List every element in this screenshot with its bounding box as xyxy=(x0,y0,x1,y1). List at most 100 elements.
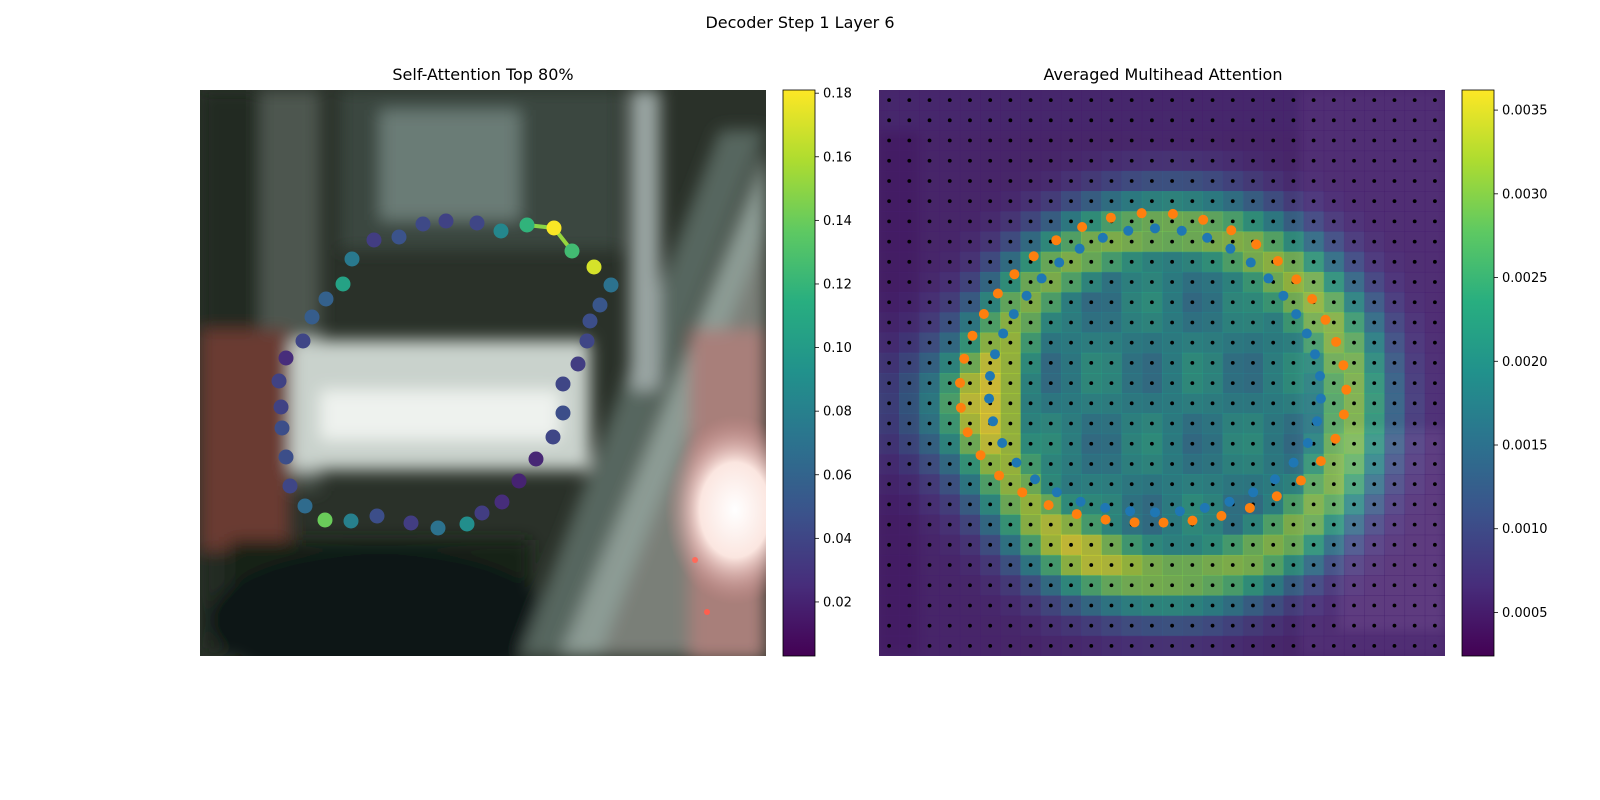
grid-dot xyxy=(1271,138,1276,143)
grid-dot xyxy=(1271,118,1276,123)
grid-dot xyxy=(1392,340,1397,345)
grid-dot xyxy=(1048,482,1053,487)
grid-dot xyxy=(1412,219,1417,224)
grid-dot xyxy=(1210,482,1215,487)
grid-dot xyxy=(1230,320,1235,325)
grid-dot xyxy=(1291,522,1296,527)
contour-point-orange xyxy=(975,450,986,461)
grid-dot xyxy=(1190,118,1195,123)
grid-dot xyxy=(1008,340,1013,345)
colorbar-tick-label: 0.06 xyxy=(823,468,852,483)
grid-dot xyxy=(1432,401,1437,406)
grid-dot xyxy=(1170,542,1175,547)
grid-dot xyxy=(1190,239,1195,244)
grid-dot xyxy=(1291,199,1296,204)
contour-point-blue xyxy=(987,416,998,427)
grid-dot xyxy=(1331,239,1336,244)
colorbar-tick-label: 0.10 xyxy=(823,341,852,356)
grid-dot xyxy=(1311,340,1316,345)
attention-point xyxy=(592,297,608,313)
grid-dot xyxy=(947,623,952,628)
grid-dot xyxy=(968,421,972,426)
grid-dot xyxy=(1028,401,1033,406)
contour-point-blue xyxy=(1030,474,1041,485)
grid-dot xyxy=(1372,118,1377,123)
grid-dot xyxy=(1069,563,1073,567)
grid-dot xyxy=(1392,421,1397,426)
grid-dot xyxy=(1210,280,1215,284)
grid-dot xyxy=(887,381,892,386)
grid-dot xyxy=(1230,522,1235,527)
grid-dot xyxy=(927,583,932,588)
grid-dot xyxy=(947,98,952,103)
grid-dot xyxy=(1028,603,1033,608)
grid-dot xyxy=(1069,623,1073,628)
grid-dot xyxy=(1069,98,1073,103)
grid-dot xyxy=(927,441,932,446)
grid-dot xyxy=(1210,542,1215,547)
grid-dot xyxy=(1291,401,1296,406)
grid-dot xyxy=(1210,219,1215,224)
attention-point xyxy=(586,259,602,275)
grid-dot xyxy=(1069,199,1073,204)
contour-point-orange xyxy=(1167,208,1178,219)
grid-dot xyxy=(1008,360,1013,365)
grid-dot xyxy=(1190,199,1195,204)
contour-point-orange xyxy=(1009,269,1020,280)
grid-dot xyxy=(1230,239,1235,244)
grid-dot xyxy=(907,118,912,123)
grid-dot xyxy=(887,441,892,446)
grid-dot xyxy=(1372,441,1377,446)
grid-dot xyxy=(1291,502,1296,507)
contour-point-blue xyxy=(1245,257,1256,268)
grid-dot xyxy=(1069,583,1073,588)
grid-dot xyxy=(1372,583,1377,588)
grid-dot xyxy=(1149,179,1154,183)
grid-dot xyxy=(887,259,892,264)
grid-dot xyxy=(1230,603,1235,608)
grid-dot xyxy=(1432,421,1437,426)
grid-dot xyxy=(1392,158,1397,163)
grid-dot xyxy=(1412,280,1417,284)
grid-dot xyxy=(1109,340,1114,345)
grid-dot xyxy=(887,603,892,608)
grid-dot xyxy=(1412,542,1417,547)
contour-point-blue xyxy=(997,438,1008,449)
contour-point-blue xyxy=(1312,416,1323,427)
grid-dot xyxy=(1251,542,1255,547)
grid-dot xyxy=(1392,603,1397,608)
grid-dot xyxy=(1190,98,1195,103)
grid-dot xyxy=(947,300,952,305)
grid-dot xyxy=(1089,462,1094,466)
grid-dot xyxy=(1149,462,1154,466)
grid-dot xyxy=(1170,300,1175,305)
grid-dot xyxy=(1190,563,1195,567)
grid-dot xyxy=(1048,381,1053,386)
colorbar-tick-label: 0.16 xyxy=(823,150,852,165)
grid-dot xyxy=(1089,482,1094,487)
grid-dot xyxy=(1190,542,1195,547)
grid-dot xyxy=(1392,360,1397,365)
grid-dot xyxy=(968,280,972,284)
grid-dot xyxy=(1190,300,1195,305)
grid-dot xyxy=(1170,179,1175,183)
grid-dot xyxy=(1170,563,1175,567)
grid-dot xyxy=(1230,219,1235,224)
grid-dot xyxy=(907,300,912,305)
grid-dot xyxy=(1412,199,1417,204)
contour-point-blue xyxy=(1174,506,1185,517)
grid-dot xyxy=(1372,239,1377,244)
grid-dot xyxy=(1069,502,1073,507)
colorbar-tick-label: 0.14 xyxy=(823,214,852,229)
grid-dot xyxy=(1109,199,1114,204)
grid-dot xyxy=(1129,603,1134,608)
grid-dot xyxy=(1190,138,1195,143)
grid-dot xyxy=(1170,158,1175,163)
grid-dot xyxy=(1089,138,1094,143)
grid-dot xyxy=(1251,583,1255,588)
grid-dot xyxy=(947,542,952,547)
grid-dot xyxy=(968,98,972,103)
grid-dot xyxy=(1311,502,1316,507)
grid-dot xyxy=(1210,320,1215,325)
grid-dot xyxy=(1008,522,1013,527)
